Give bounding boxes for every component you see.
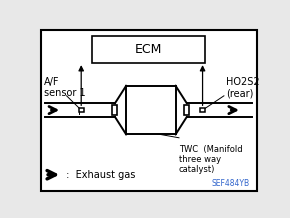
Bar bbox=[126, 86, 176, 135]
Bar bbox=[79, 108, 84, 112]
Text: :  Exhaust gas: : Exhaust gas bbox=[63, 170, 136, 180]
Text: SEF484YB: SEF484YB bbox=[212, 179, 250, 188]
Text: TWC  (Manifold
three way
catalyst): TWC (Manifold three way catalyst) bbox=[179, 145, 243, 174]
Bar bbox=[200, 108, 205, 112]
Text: HO2S2
(rear): HO2S2 (rear) bbox=[226, 77, 260, 98]
Bar bbox=[113, 105, 117, 116]
Text: ECM: ECM bbox=[135, 43, 162, 56]
Text: A/F
sensor 1: A/F sensor 1 bbox=[44, 77, 86, 98]
Bar bbox=[184, 105, 189, 116]
Bar bbox=[93, 36, 205, 63]
